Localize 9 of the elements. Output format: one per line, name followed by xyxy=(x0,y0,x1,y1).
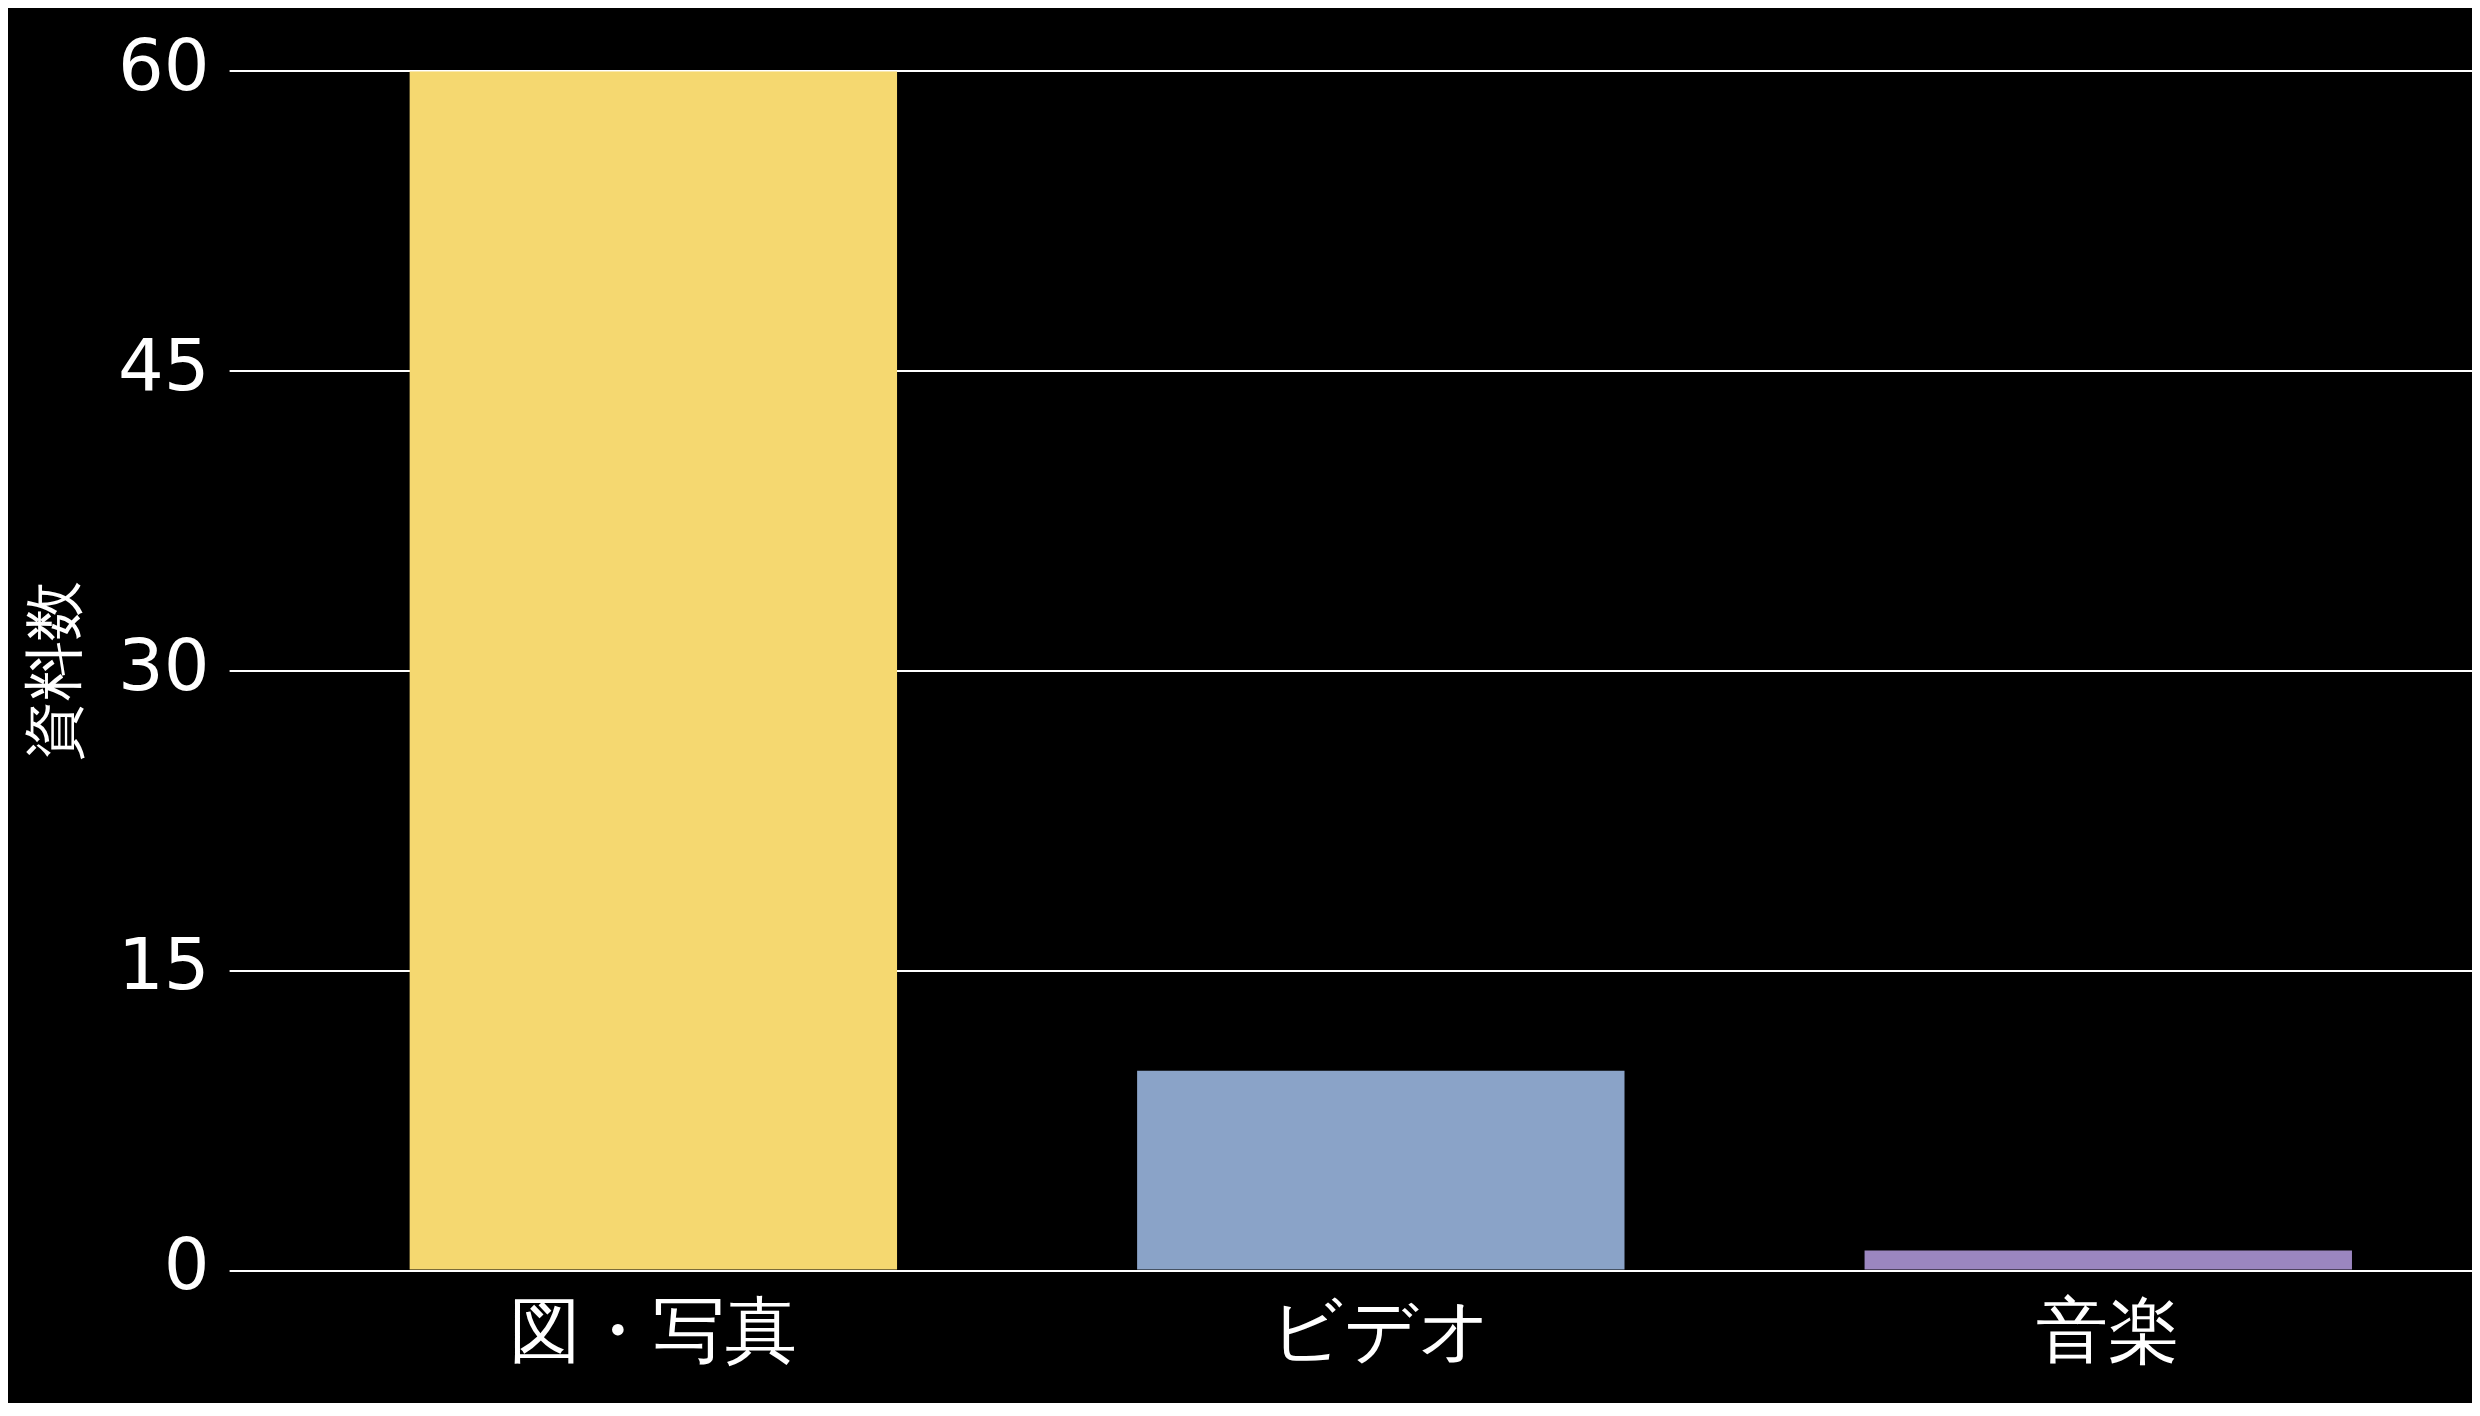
x-tick-label: ビデオ xyxy=(1269,1287,1492,1372)
y-axis-title: 資料数 xyxy=(17,580,88,761)
y-tick-label: 60 xyxy=(117,22,210,107)
y-tick-label: 30 xyxy=(117,622,210,707)
y-tick-label: 0 xyxy=(163,1222,210,1307)
y-tick-label: 45 xyxy=(117,322,210,407)
y-tick-label: 15 xyxy=(117,922,210,1007)
x-tick-label: 音楽 xyxy=(2036,1287,2181,1372)
x-tick-label: 図・写真 xyxy=(509,1287,798,1372)
